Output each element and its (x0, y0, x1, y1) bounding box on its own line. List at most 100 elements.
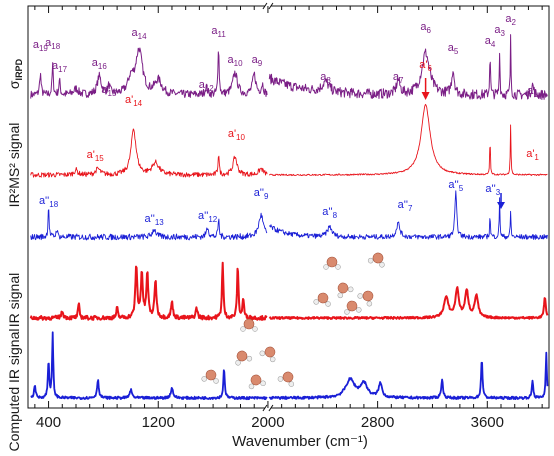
oxygen-atom (205, 369, 217, 381)
irpd-peak-label: a8 (320, 71, 331, 85)
water-molecule-icon (240, 318, 258, 332)
water-molecule-icon (367, 252, 385, 268)
hydrogen-atom (379, 262, 385, 268)
red-peak-label: a'14 (125, 94, 143, 108)
water-molecule-icon (323, 256, 341, 270)
irpd-peak-label: a15 (101, 84, 117, 98)
hydrogen-atom (246, 355, 253, 362)
oxygen-atom (264, 346, 276, 358)
water-molecule-icon (313, 292, 331, 307)
oxygen-atom (243, 318, 255, 330)
irpd-peak-label: a11 (211, 25, 226, 39)
axis-break-mark-top (262, 2, 268, 10)
oxygen-atom (326, 256, 338, 268)
y-title-computed: Computed IR signal (6, 329, 22, 452)
x-tick-label: 400 (36, 414, 61, 431)
y-axis-titles: σIRPD IR²MS² signal IR signal Computed IR s… (6, 58, 24, 451)
blue-peak-label: a''12 (198, 210, 218, 224)
oxygen-atom (337, 282, 349, 294)
irpd-peak-label: a17 (52, 60, 68, 74)
oxygen-atom (250, 374, 262, 386)
blue-peak-label: a''18 (39, 195, 59, 209)
y-title-ir2ms2: IR²MS² signal (6, 123, 22, 208)
ir2ms2-blue-trace-low (30, 209, 268, 241)
water-molecule-icon (259, 346, 276, 363)
blue-peak-label: a''13 (145, 213, 165, 227)
irpd-peak-label: a1 (527, 85, 538, 99)
blue-peak-label: a''9 (254, 187, 269, 201)
x-axis-title: Wavenumber (cm⁻¹) (232, 433, 368, 450)
plot-border (27, 5, 550, 409)
hydrogen-atom (260, 380, 266, 387)
red-peak-label: a'10 (228, 128, 246, 142)
blue-peak-label: a''7 (398, 199, 413, 213)
irpd-peak-label: a4 (485, 35, 496, 49)
hydrogen-atom (356, 307, 362, 313)
x-axis-ticks: 400 1200 2000 2800 3600 (34, 6, 543, 431)
oxygen-atom (236, 350, 248, 362)
water-molecule-icon (337, 282, 354, 299)
red-peak-label: a'1 (526, 148, 539, 162)
hydrogen-atom (201, 376, 207, 382)
red-peak-label: a'6 (419, 59, 432, 73)
hydrogen-atom (347, 286, 354, 293)
molecule-illustrations (201, 252, 385, 390)
axis-break-mark-bottom (262, 404, 268, 412)
hydrogen-atom (367, 257, 374, 264)
axis-break-gap (264, 4, 271, 410)
hydrogen-atom (366, 300, 373, 307)
spectra-traces (29, 34, 549, 401)
y-title-ir-signal: IR signal (6, 273, 22, 327)
ir2ms2-blue-trace-high (268, 190, 548, 240)
hydrogen-atom (248, 383, 255, 390)
hydrogen-atom (335, 264, 341, 270)
hydrogen-atom (357, 293, 363, 299)
ir2ms2-red-trace-high (268, 103, 548, 177)
irpd-trace-high (268, 34, 548, 100)
water-molecule-icon (277, 371, 295, 387)
irpd-peak-label: a6 (420, 21, 431, 35)
irpd-peak-label: a2 (505, 13, 516, 27)
hydrogen-atom (235, 360, 241, 366)
blue-peak-label: a''8 (322, 206, 337, 220)
irpd-peak-label: a16 (92, 57, 108, 71)
irpd-peak-label: a5 (448, 42, 459, 56)
hydrogen-atom (213, 378, 219, 384)
axis-break-mark-top (268, 2, 274, 10)
hydrogen-atom (252, 326, 258, 332)
irpd-peak-label: a19 (33, 39, 49, 53)
water-molecule-icon (357, 290, 374, 307)
hydrogen-atom (337, 292, 344, 299)
oxygen-atom (282, 371, 294, 383)
irpd-trace-low (30, 47, 268, 99)
irpd-peak-label: a3 (494, 24, 505, 38)
water-molecule-icon (235, 350, 253, 366)
irpd-peak-label: a18 (45, 37, 61, 51)
water-molecule-icon (201, 369, 219, 384)
irpd-peak-label: a9 (252, 54, 263, 68)
x-tick-label: 2000 (251, 414, 284, 431)
irpd-peak-label: a7 (393, 71, 404, 85)
oxygen-atom (317, 292, 329, 304)
irpd-peak-label: a14 (132, 27, 148, 41)
oxygen-atom (362, 290, 374, 302)
blue-peak-label: a''3 (485, 183, 500, 197)
irpd-peak-label: a12 (199, 79, 215, 93)
computed-ir-trace-low (30, 331, 268, 401)
hydrogen-atom (344, 309, 350, 315)
hydrogen-atom (325, 301, 331, 307)
x-tick-label: 2800 (361, 414, 394, 431)
red-peak-label: a'15 (87, 149, 105, 163)
hydrogen-atom (240, 326, 246, 332)
oxygen-atom (346, 300, 358, 312)
x-tick-label: 1200 (142, 414, 175, 431)
ir-signal-trace-high (268, 286, 549, 320)
plot-frame (27, 2, 550, 412)
ir-signal-trace-low (29, 261, 268, 321)
axis-break-mark-bottom (268, 404, 274, 412)
irpd-peak-label: a10 (228, 54, 244, 68)
hydrogen-atom (269, 356, 276, 363)
water-molecule-icon (344, 300, 362, 315)
